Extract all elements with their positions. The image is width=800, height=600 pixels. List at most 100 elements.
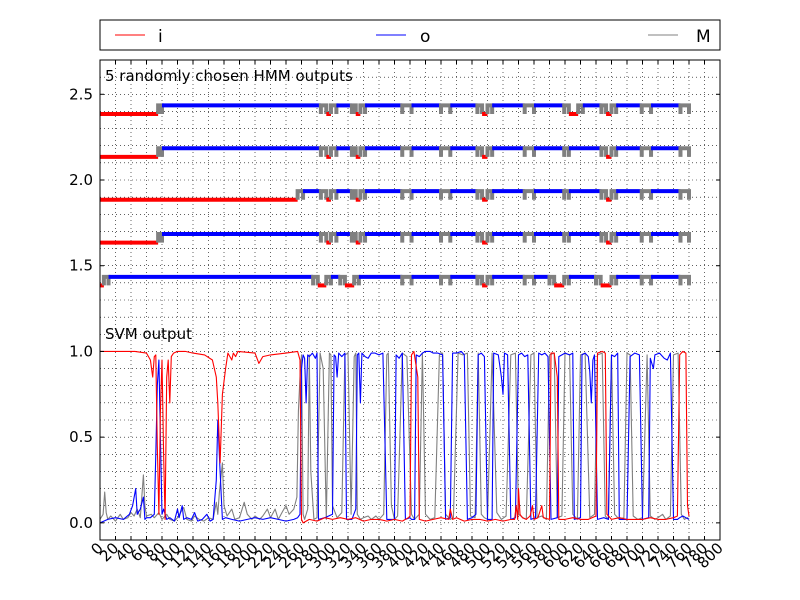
hmm-segment-M: [485, 232, 495, 243]
hmm-segment-M: [475, 146, 485, 157]
hmm-segment-M: [547, 274, 557, 286]
y-tick-label: 1.0: [69, 342, 93, 360]
y-axis-tick-labels: 0.0 0.5 1.0 1.5 2.0 2.5: [69, 85, 93, 532]
hmm-segment-M: [349, 146, 358, 157]
hmm-row-2: [100, 146, 691, 159]
hmm-segment-M: [678, 103, 691, 114]
svm-output: [100, 350, 690, 524]
hmm-segment-M: [522, 274, 536, 286]
hmm-segment-M: [562, 232, 571, 243]
x-axis-tick-labels: 0204060801001201401601802002202402602803…: [87, 539, 726, 572]
hmm-row-4: [100, 232, 691, 245]
hmm-row-5: [100, 274, 691, 288]
hmm-segment-M: [439, 189, 453, 200]
hmm-segment-M: [599, 189, 609, 200]
y-tick-label: 2.5: [69, 85, 93, 103]
hmm-segment-M: [522, 146, 536, 157]
legend-entry-o: o: [376, 27, 430, 47]
hmm-segment-M: [562, 274, 571, 286]
hmm-segment-M: [475, 189, 485, 200]
hmm-segment-M: [522, 189, 536, 200]
hmm-segment-M: [328, 232, 339, 243]
hmm-segment-M: [475, 103, 485, 114]
hmm-segment-M: [156, 103, 164, 114]
hmm-segment-M: [400, 232, 414, 243]
hmm-segment-M: [318, 189, 329, 200]
hmm-segment-M: [594, 274, 603, 286]
legend-label-i: i: [158, 27, 163, 47]
hmm-segment-M: [400, 274, 414, 286]
y-tick-label: 2.0: [69, 171, 93, 189]
hmm-segment-M: [599, 232, 609, 243]
hmm-segment-M: [156, 232, 164, 243]
hmm-segment-M: [400, 103, 414, 114]
hmm-segment-M: [352, 274, 361, 286]
hmm-segment-M: [439, 103, 453, 114]
hmm-segment-M: [678, 232, 691, 243]
y-tick-label: 0.5: [69, 428, 93, 446]
y-tick-label: 1.5: [69, 257, 93, 275]
hmm-segment-M: [295, 189, 306, 200]
hmm-segment-M: [522, 232, 536, 243]
hmm-segment-M: [485, 189, 495, 200]
hmm-segment-M: [599, 146, 609, 157]
hmm-row-1: [100, 103, 691, 116]
hmm-segment-M: [609, 232, 619, 243]
hmm-outputs: [100, 103, 691, 288]
legend-frame: [99, 19, 721, 51]
legend-label-o: o: [420, 27, 430, 47]
hmm-segment-M: [639, 189, 654, 200]
hmm-segment-M: [576, 103, 585, 114]
axis-ticks: [99, 60, 721, 540]
hmm-segment-M: [609, 274, 619, 286]
hmm-segment-M: [439, 274, 453, 286]
hmm-segment-M: [678, 189, 691, 200]
svm-series-o: [100, 350, 690, 524]
annotation-hmm: 5 randomly chosen HMM outputs: [105, 67, 353, 85]
hmm-segment-M: [678, 274, 691, 286]
grid: [99, 59, 721, 541]
legend-label-M: M: [696, 27, 711, 47]
hmm-segment-M: [485, 146, 495, 157]
legend-entry-M: M: [648, 27, 711, 47]
hmm-segment-M: [562, 189, 571, 200]
hmm-segment-M: [400, 189, 414, 200]
hmm-segment-M: [609, 146, 619, 157]
svm-series-M: [100, 352, 690, 522]
hmm-segment-M: [338, 274, 347, 286]
hmm-segment-M: [439, 232, 453, 243]
hmm-segment-M: [358, 189, 368, 200]
hmm-segment-M: [485, 103, 495, 114]
hmm-segment-M: [358, 146, 368, 157]
hmm-segment-M: [328, 103, 339, 114]
hmm-segment-M: [311, 274, 320, 286]
hmm-segment-M: [522, 103, 536, 114]
hmm-segment-M: [475, 232, 485, 243]
hmm-segment-M: [439, 146, 453, 157]
hmm-segment-M: [639, 232, 654, 243]
hmm-segment-M: [318, 103, 329, 114]
hmm-segment-M: [609, 189, 619, 200]
hmm-segment-M: [101, 274, 111, 286]
hmm-segment-M: [639, 146, 654, 157]
hmm-segment-M: [328, 146, 339, 157]
svm-series-i: [100, 350, 690, 524]
hmm-segment-M: [358, 103, 368, 114]
hmm-segment-M: [318, 232, 329, 243]
hmm-segment-M: [475, 274, 485, 286]
hmm-segment-M: [639, 103, 654, 114]
y-tick-label: 0.0: [69, 514, 93, 532]
hmm-segment-M: [324, 274, 333, 286]
hmm-segment-M: [678, 146, 691, 157]
legend-entry-i: i: [115, 27, 163, 47]
hmm-segment-M: [639, 274, 654, 286]
hmm-segment-M: [562, 103, 571, 114]
hmm-segment-M: [318, 146, 329, 157]
hmm-segment-M: [400, 146, 414, 157]
legend: i o M: [99, 19, 721, 51]
hmm-segment-M: [609, 103, 619, 114]
hmm-segment-M: [328, 189, 339, 200]
hmm-segment-M: [349, 189, 358, 200]
hmm-segment-M: [349, 232, 358, 243]
